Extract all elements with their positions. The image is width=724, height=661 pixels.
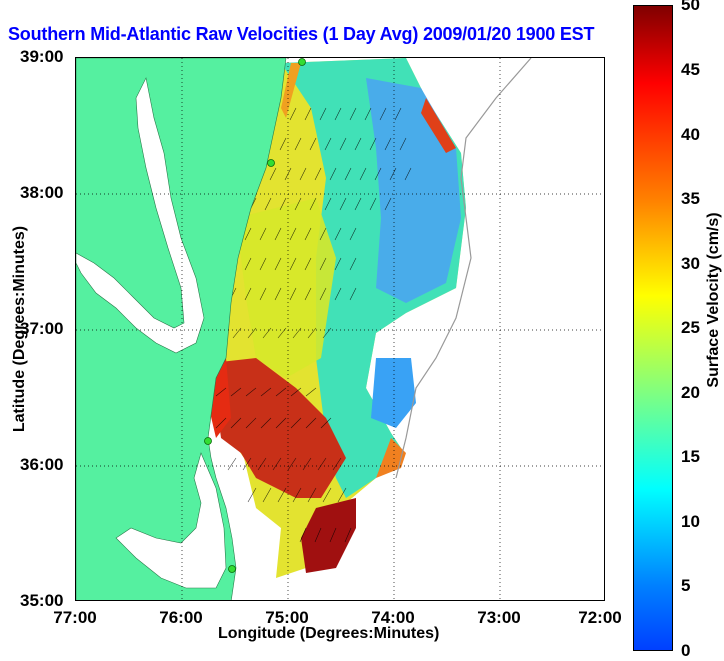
x-axis-label: Longitude (Degrees:Minutes)	[218, 625, 440, 642]
y-axis-label: Latitude (Degrees:Minutes)	[11, 225, 28, 433]
colorbar-tick: 50	[681, 0, 700, 14]
colorbar-tick: 5	[681, 576, 691, 595]
station-marker	[298, 58, 306, 66]
x-tick: 75:00	[265, 608, 309, 627]
colorbar-tick: 40	[681, 125, 700, 144]
y-tick: 39:00	[20, 47, 64, 66]
map-title: Southern Mid-Atlantic Raw Velocities (1 …	[8, 24, 595, 44]
colorbar-tick: 20	[681, 383, 700, 402]
colorbar	[633, 5, 673, 651]
y-tick: 35:00	[20, 591, 64, 610]
colorbar-tick: 10	[681, 512, 700, 531]
colorbar-label: Surface Velocity (cm/s)	[705, 212, 722, 388]
y-tick: 37:00	[20, 319, 64, 338]
x-tick: 73:00	[477, 608, 521, 627]
map-plot[interactable]	[75, 57, 605, 601]
velocity-field	[206, 58, 466, 578]
colorbar-overlap	[598, 18, 632, 44]
colorbar-tick: 30	[681, 254, 700, 273]
pamlico-sound	[115, 452, 227, 589]
y-tick: 36:00	[20, 455, 64, 474]
y-tick: 38:00	[20, 183, 64, 202]
colorbar-tick: 0	[681, 641, 691, 660]
chesapeake-bay	[76, 77, 205, 354]
x-tick: 76:00	[159, 608, 203, 627]
x-tick: 74:00	[371, 608, 415, 627]
grid-lines	[76, 58, 604, 600]
station-marker	[228, 565, 236, 573]
map-svg	[76, 58, 604, 600]
colorbar-tick: 15	[681, 447, 700, 466]
x-tick: 72:00	[578, 608, 622, 627]
colorbar-tick: 45	[681, 60, 700, 79]
station-marker	[267, 159, 275, 167]
x-tick: 77:00	[53, 608, 97, 627]
station-marker	[204, 437, 212, 445]
colorbar-tick: 25	[681, 318, 700, 337]
bathymetry-contour	[395, 58, 532, 479]
colorbar-tick: 35	[681, 189, 700, 208]
